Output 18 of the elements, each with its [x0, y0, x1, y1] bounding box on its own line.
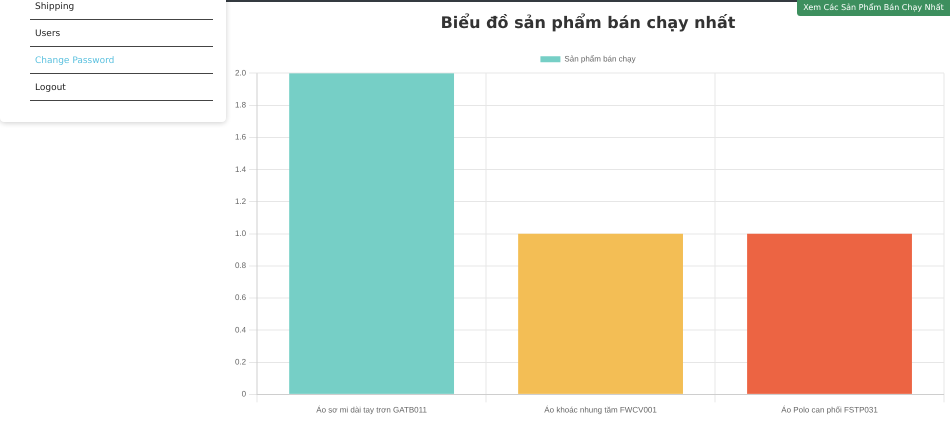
- y-tick-label: 1.2: [234, 196, 247, 206]
- y-tick-label: 2.0: [234, 68, 247, 78]
- y-tick-label: 1.8: [234, 100, 247, 110]
- chart-title: Biểu đồ sản phẩm bán chạy nhất: [440, 12, 736, 32]
- y-tick-label: 0.8: [234, 261, 247, 270]
- y-tick-label: 0: [242, 390, 247, 399]
- y-tick-label: 1.0: [234, 229, 247, 238]
- legend-label: Sản phẩm bán chạy: [564, 54, 636, 64]
- x-tick-label: Áo khoác nhung tăm FWCV001: [544, 405, 658, 414]
- y-tick-label: 0.2: [234, 357, 247, 366]
- y-tick-label: 0.4: [234, 325, 247, 334]
- y-tick-label: 1.4: [234, 164, 247, 174]
- x-tick-label: Áo Polo can phối FSTP031: [781, 405, 878, 414]
- y-tick-label: 0.6: [234, 293, 247, 302]
- y-tick-label: 1.6: [234, 132, 247, 142]
- text: Xem Các Sản Phẩm Bán Chạy Nhất: [797, 0, 950, 16]
- menu-panel: Shipping Users Change Password Logout: [0, 0, 226, 122]
- x-tick-label: Áo sơ mi dài tay trơn GATB011: [316, 405, 428, 414]
